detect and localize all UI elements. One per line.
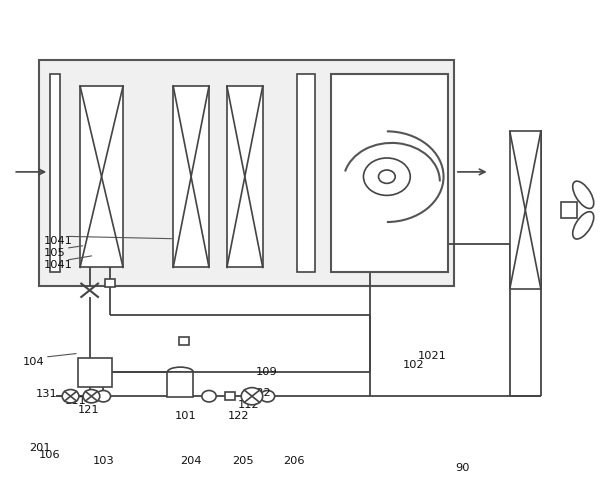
Text: 1021: 1021	[418, 351, 447, 361]
Text: 106: 106	[39, 450, 60, 460]
Text: 121: 121	[78, 405, 99, 415]
Text: 101: 101	[174, 412, 196, 421]
Bar	[173, 86, 209, 267]
Circle shape	[83, 390, 100, 403]
Text: 1041: 1041	[44, 236, 72, 246]
Bar	[50, 74, 60, 272]
Circle shape	[96, 391, 110, 402]
Bar	[297, 74, 315, 272]
Text: 122: 122	[228, 411, 250, 421]
Text: 131: 131	[36, 389, 58, 399]
Bar	[80, 86, 123, 267]
Text: 105: 105	[44, 248, 65, 258]
Text: 201: 201	[29, 443, 51, 453]
Text: 112: 112	[238, 400, 259, 410]
Ellipse shape	[572, 212, 594, 239]
Text: 1041: 1041	[44, 260, 72, 270]
Text: 103: 103	[93, 456, 114, 466]
Text: 102: 102	[403, 360, 424, 371]
Text: 204: 204	[180, 456, 202, 466]
Bar	[225, 392, 235, 400]
Text: 205: 205	[231, 456, 253, 466]
Circle shape	[241, 388, 262, 405]
Bar	[331, 74, 448, 272]
Circle shape	[379, 170, 395, 184]
Text: 90: 90	[455, 463, 470, 473]
Text: 109: 109	[256, 367, 277, 376]
Text: 206: 206	[284, 456, 305, 466]
Bar	[179, 337, 189, 345]
Circle shape	[260, 391, 275, 402]
Bar	[78, 358, 112, 387]
Bar	[227, 86, 262, 267]
Text: 132: 132	[250, 388, 271, 397]
Circle shape	[62, 390, 79, 403]
Bar	[39, 60, 454, 286]
Bar	[561, 202, 577, 218]
Circle shape	[202, 391, 216, 402]
Bar	[167, 373, 194, 397]
Text: 111: 111	[65, 396, 86, 406]
Ellipse shape	[572, 181, 594, 208]
Bar	[510, 131, 541, 289]
Text: 104: 104	[23, 357, 44, 367]
Circle shape	[364, 158, 410, 195]
Bar	[105, 279, 115, 287]
